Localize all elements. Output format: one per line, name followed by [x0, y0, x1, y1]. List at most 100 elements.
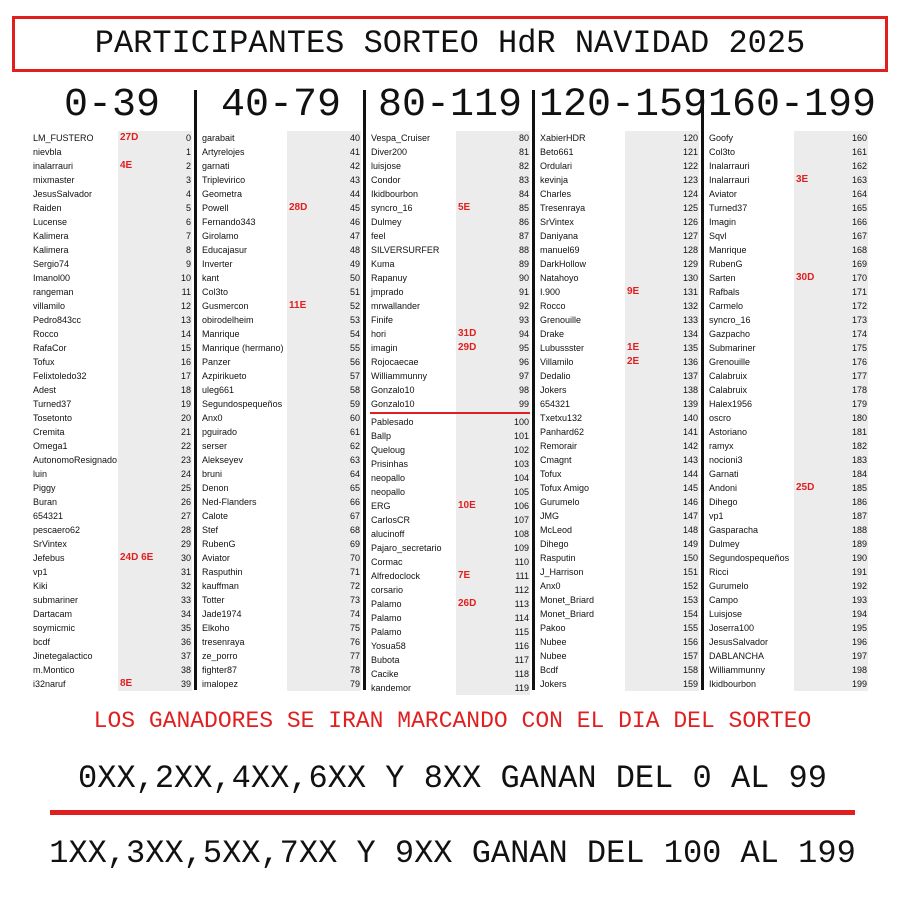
participant-name: CarlosCR [371, 515, 411, 525]
participant-number: 100 [513, 417, 529, 427]
participant-name: soymicmic [33, 623, 75, 633]
participant-number: 127 [682, 231, 698, 241]
participant-name: Calabruix [709, 385, 748, 395]
participant-name: oscro [709, 413, 732, 423]
participant-number: 128 [682, 245, 698, 255]
participant-number: 55 [349, 343, 360, 353]
participant-number: 99 [518, 399, 529, 409]
participant-name: ramyx [709, 441, 734, 451]
participant-row: Jokers 159 [539, 677, 699, 691]
participant-row: Natahoyo 130 [539, 271, 699, 285]
participant-row: mixmaster 3 [32, 173, 192, 187]
participant-name: SILVERSURFER [371, 245, 440, 255]
participant-row: Sergio74 9 [32, 257, 192, 271]
participant-row: ze_porro 77 [201, 649, 361, 663]
participant-row: Inalarrauri 3E 163 [708, 173, 868, 187]
participant-name: pguirado [202, 427, 238, 437]
participant-name: kauffman [202, 581, 239, 591]
participant-number: 93 [518, 315, 529, 325]
participant-number: 157 [682, 651, 698, 661]
participant-number: 57 [349, 371, 360, 381]
participant-number: 43 [349, 175, 360, 185]
participant-number: 58 [349, 385, 360, 395]
winner-mark: 3E [796, 174, 809, 185]
winner-mark: 24D 6E [120, 552, 154, 563]
participant-name: Gonzalo10 [371, 399, 415, 409]
participant-row: Astoriano 181 [708, 425, 868, 439]
participant-row: Daniyana 127 [539, 229, 699, 243]
participant-row: Manrique 168 [708, 243, 868, 257]
participant-row: Monet_Briard 154 [539, 607, 699, 621]
participant-row: 654321 27 [32, 509, 192, 523]
participant-number: 47 [349, 231, 360, 241]
participant-number: 123 [682, 175, 698, 185]
participant-number: 108 [513, 529, 529, 539]
participant-name: Gonzalo10 [371, 385, 415, 395]
participant-row: Raiden 5 [32, 201, 192, 215]
participant-number: 190 [851, 553, 867, 563]
participant-name: Prisinhas [371, 459, 409, 469]
participant-number: 170 [851, 273, 867, 283]
participant-row: Palamo 26D 113 [370, 597, 530, 611]
participant-number: 67 [349, 511, 360, 521]
participant-row: Sqvl 167 [708, 229, 868, 243]
participant-number: 65 [349, 483, 360, 493]
participant-name: hori [371, 329, 387, 339]
participant-row: bcdf 36 [32, 635, 192, 649]
participant-name: Alfredoclock [371, 571, 421, 581]
participant-name: Inverter [202, 259, 233, 269]
red-rule [50, 810, 855, 815]
participant-name: nocioni3 [709, 455, 743, 465]
participant-name: Carmelo [709, 301, 744, 311]
participant-name: Ned-Flanders [202, 497, 257, 507]
participant-name: Turned37 [709, 203, 748, 213]
participant-number: 121 [682, 147, 698, 157]
participant-row: obirodelheim 53 [201, 313, 361, 327]
participant-name: Jade1974 [202, 609, 242, 619]
participant-number: 81 [518, 147, 529, 157]
participant-name: Palamo [371, 627, 402, 637]
participant-name: Inalarrauri [709, 175, 750, 185]
participant-number: 172 [851, 301, 867, 311]
participant-name: bcdf [33, 637, 51, 647]
participant-row: bruni 64 [201, 467, 361, 481]
participant-number: 158 [682, 665, 698, 675]
participant-row: Educajasur 48 [201, 243, 361, 257]
participant-row: CarlosCR 107 [370, 513, 530, 527]
participant-row: Jefebus 24D 6E 30 [32, 551, 192, 565]
participant-name: J_Harrison [540, 567, 584, 577]
participant-name: Rocco [540, 301, 566, 311]
participant-name: jmprado [371, 287, 404, 297]
participant-name: Rocco [33, 329, 59, 339]
participant-name: submariner [33, 595, 79, 605]
participant-row: Garnati 184 [708, 467, 868, 481]
column-header: 40-79 [220, 83, 342, 128]
participant-number: 29 [180, 539, 191, 549]
participant-row: Manrique (hermano) 55 [201, 341, 361, 355]
participant-name: nievbla [33, 147, 62, 157]
participant-number: 115 [514, 627, 529, 637]
participant-number: 175 [851, 343, 867, 353]
column-header: 120-159 [539, 83, 708, 128]
participant-name: mixmaster [33, 175, 75, 185]
participant-row: Col3to 161 [708, 145, 868, 159]
participant-name: Inalarrauri [709, 161, 750, 171]
participant-number: 101 [513, 431, 529, 441]
participant-number: 195 [851, 623, 867, 633]
participant-row: Goofy 160 [708, 131, 868, 145]
participant-number: 90 [518, 273, 529, 283]
participant-row: Pablesado 100 [370, 415, 530, 429]
participant-row: Gonzalo10 99 [370, 397, 530, 411]
participant-name: ERG [371, 501, 391, 511]
participant-row: Felixtoledo32 17 [32, 369, 192, 383]
participant-number: 105 [513, 487, 529, 497]
participant-row: syncro_16 173 [708, 313, 868, 327]
participant-name: Jinetegalactico [33, 651, 93, 661]
participant-name: Dulmey [709, 539, 740, 549]
participant-name: Rapanuy [371, 273, 408, 283]
participant-number: 156 [682, 637, 698, 647]
participant-name: Diver200 [371, 147, 408, 157]
participant-row: Calabruix 178 [708, 383, 868, 397]
participant-number: 87 [518, 231, 529, 241]
participant-number: 27 [180, 511, 191, 521]
